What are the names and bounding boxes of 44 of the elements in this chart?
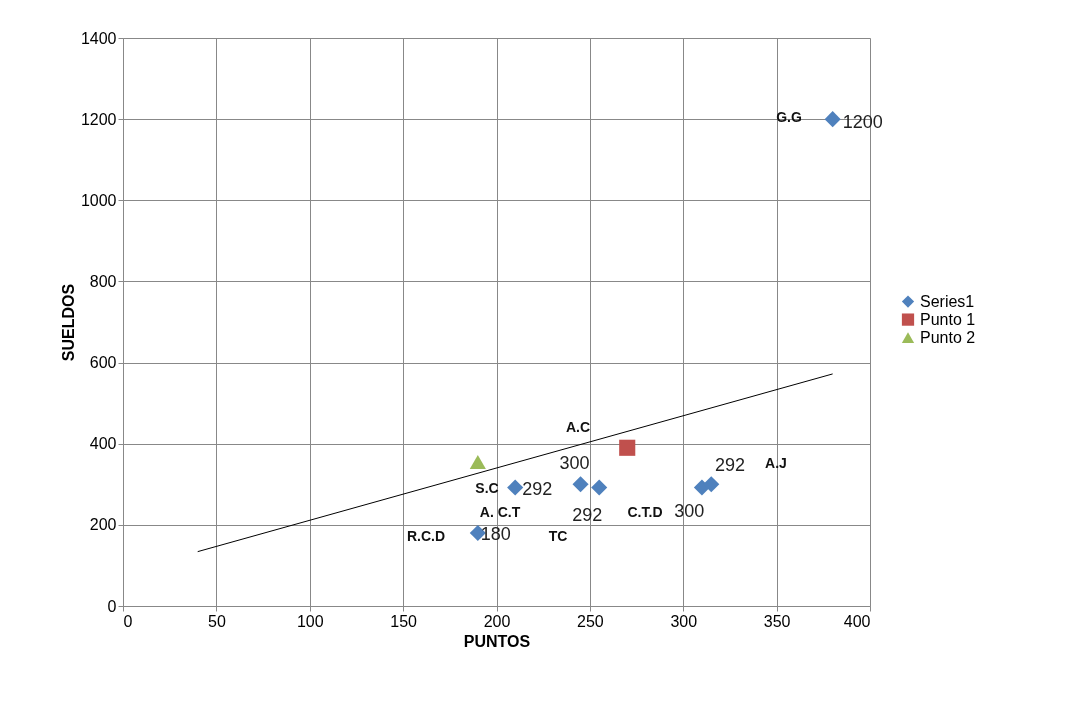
x-tick-label: 250 (577, 612, 604, 630)
x-tick-label: 50 (207, 612, 226, 630)
data-label: 292 (522, 478, 553, 499)
y-tick-label: 200 (89, 516, 117, 534)
x-tick-label: 150 (390, 612, 418, 630)
legend-label: Punto 1 (920, 310, 976, 328)
annotation: C.T.D (627, 504, 663, 520)
data-label: 180 (480, 523, 511, 544)
annotation: S.C (475, 480, 499, 496)
annotation: A. C.T (479, 504, 521, 520)
data-label: 300 (674, 501, 705, 522)
point (824, 111, 841, 128)
annotation: A.J (765, 455, 787, 471)
y-tick-label: 600 (89, 354, 117, 372)
legend-label: Punto 2 (920, 328, 976, 346)
data-label: 292 (714, 454, 745, 475)
point (507, 479, 524, 496)
y-tick-label: 400 (89, 435, 117, 453)
x-tick-label: 350 (763, 612, 791, 630)
point (572, 476, 589, 493)
point (591, 479, 608, 496)
point (619, 439, 636, 456)
x-tick-label: 100 (296, 612, 324, 630)
x-axis-title: PUNTOS (463, 632, 531, 650)
legend-label: Series1 (920, 292, 975, 310)
y-tick-label: 0 (107, 597, 117, 615)
y-tick-label: 1000 (80, 191, 117, 209)
y-axis-title: SUELDOS (59, 283, 77, 362)
data-label: 1200 (842, 112, 883, 133)
annotation: G.G (776, 109, 802, 125)
annotation: TC (548, 528, 568, 544)
point (703, 476, 720, 493)
y-tick-label: 1200 (80, 110, 117, 128)
x-tick-label: 0 (123, 612, 133, 630)
x-tick-label: 400 (843, 612, 871, 630)
x-tick-label: 200 (483, 612, 511, 630)
x-tick-label: 300 (670, 612, 698, 630)
y-tick-label: 1400 (80, 29, 117, 47)
data-label: 292 (572, 504, 603, 525)
data-label: 300 (559, 453, 590, 474)
y-tick-label: 800 (89, 272, 117, 290)
annotation: A.C (565, 419, 591, 435)
point (469, 454, 486, 469)
annotation: R.C.D (406, 528, 446, 544)
